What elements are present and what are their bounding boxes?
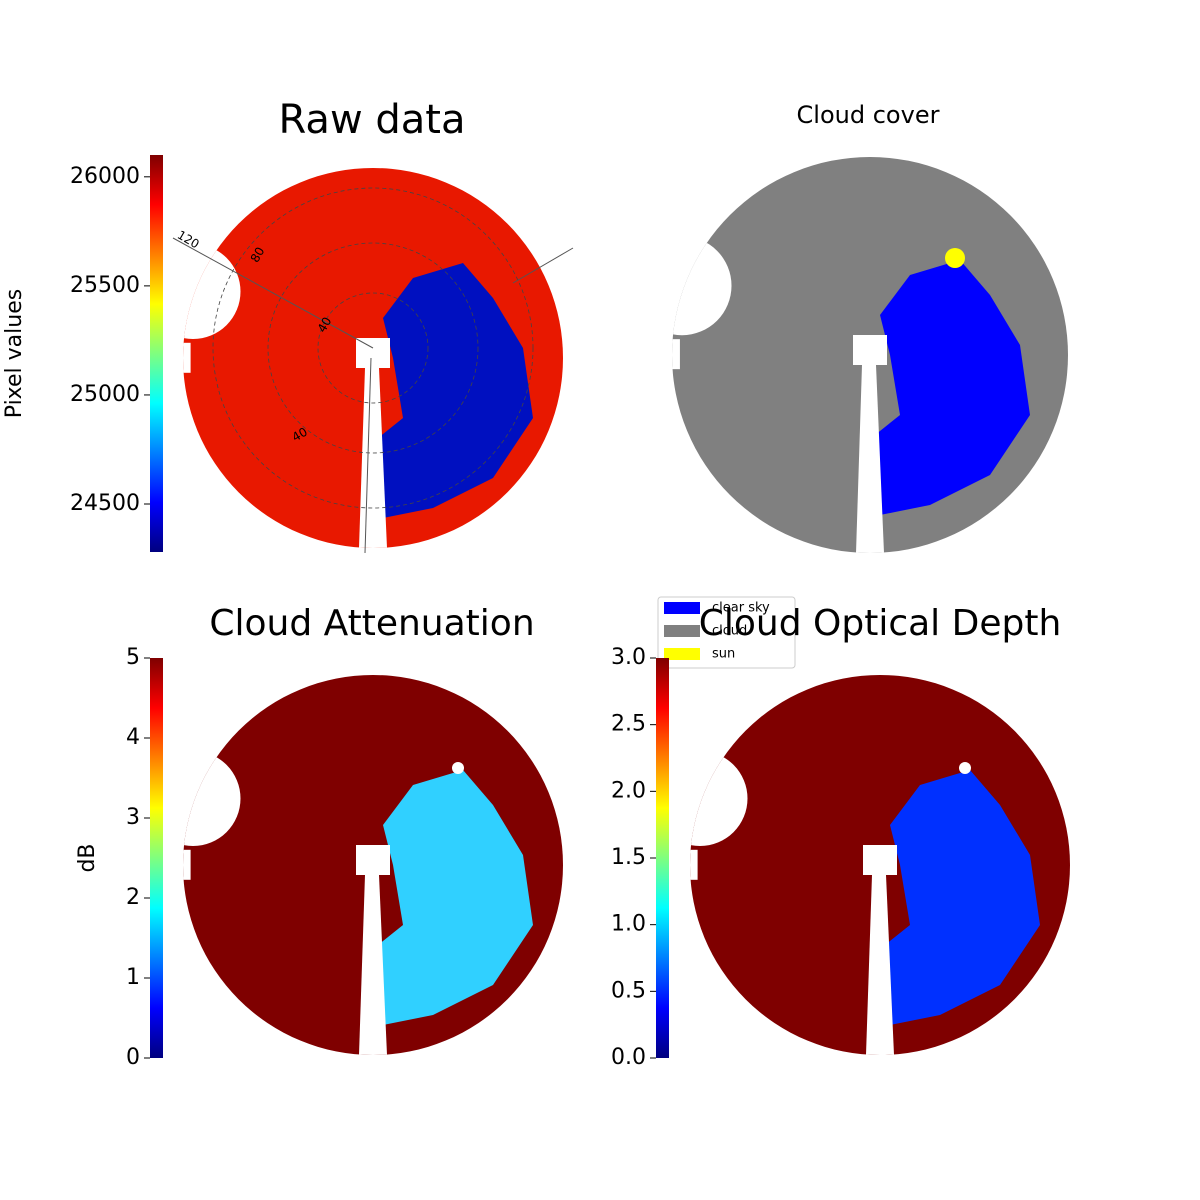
sun-marker [945, 248, 965, 268]
sun-marker [452, 762, 464, 774]
sky-image [183, 675, 563, 1055]
colorbar-tick-label: 26000 [70, 164, 140, 189]
polar-ring [317, 292, 429, 404]
colorbar-tick-label: 24500 [70, 491, 140, 516]
polar-ring [267, 242, 479, 454]
colorbar-tick-label: 5 [126, 645, 140, 670]
clear-region [875, 260, 1030, 515]
clear-region [378, 770, 533, 1025]
polar-label: 80 [248, 245, 268, 265]
polar-label: 120 [175, 228, 202, 252]
colorbar-tick-label: 2 [126, 885, 140, 910]
horizon-cut [690, 849, 698, 880]
panel-title: Cloud Attenuation [209, 603, 534, 644]
colorbar-tick-label: 25000 [70, 382, 140, 407]
polar-label: 40 [290, 425, 310, 445]
legend-label: cloud [712, 624, 747, 639]
colorbar-tick-label: 0.5 [611, 978, 646, 1003]
colorbar-tick-label: 25500 [70, 273, 140, 298]
camera-mast [359, 875, 387, 1055]
colorbar-tick-label: 2.5 [611, 712, 646, 737]
colorbar [656, 658, 669, 1058]
colorbar-tick-label: 4 [126, 725, 140, 750]
colorbar [150, 658, 163, 1058]
camera-mount [356, 845, 390, 875]
colorbar-label: Pixel values [2, 289, 27, 418]
clear-region [885, 770, 1040, 1025]
colorbar-tick-label: 1.5 [611, 845, 646, 870]
clear-region [378, 263, 533, 518]
polar-axis [172, 237, 374, 349]
camera-mast [866, 875, 894, 1055]
legend-swatch [664, 625, 700, 637]
colorbar-tick-label: 1.0 [611, 912, 646, 937]
colorbar-tick-label: 2.0 [611, 778, 646, 803]
camera-mount [853, 335, 887, 365]
sky-image [690, 675, 1070, 1055]
sun-marker [959, 762, 971, 774]
colorbar-tick-label: 3 [126, 805, 140, 830]
polar-label: 40 [315, 315, 335, 335]
panel-title: Raw data [279, 97, 466, 143]
camera-mast [359, 368, 387, 548]
colorbar-label: dB [75, 843, 100, 872]
camera-mast [856, 365, 884, 553]
colorbar-tick-label: 3.0 [611, 645, 646, 670]
colorbar-tick-label: 0.0 [611, 1045, 646, 1070]
horizon-notch [672, 236, 732, 336]
horizon-cut [672, 339, 680, 370]
camera-mount [863, 845, 897, 875]
sky-image [183, 168, 563, 548]
legend-swatch [664, 648, 700, 660]
camera-mount [356, 338, 390, 368]
polar-axis [364, 357, 372, 554]
polar-ring [212, 187, 534, 509]
legend-label: clear sky [712, 601, 770, 616]
legend-label: sun [712, 647, 735, 662]
colorbar [150, 155, 163, 552]
panel-title: Cloud cover [797, 101, 940, 129]
polar-axis [512, 247, 574, 284]
colorbar-tick-label: 0 [126, 1045, 140, 1070]
legend-swatch [664, 602, 700, 614]
horizon-cut [183, 849, 191, 880]
sky-image [672, 157, 1068, 553]
colorbar-tick-label: 1 [126, 965, 140, 990]
panel-title: Cloud Optical Depth [699, 603, 1062, 644]
horizon-cut [183, 342, 191, 373]
